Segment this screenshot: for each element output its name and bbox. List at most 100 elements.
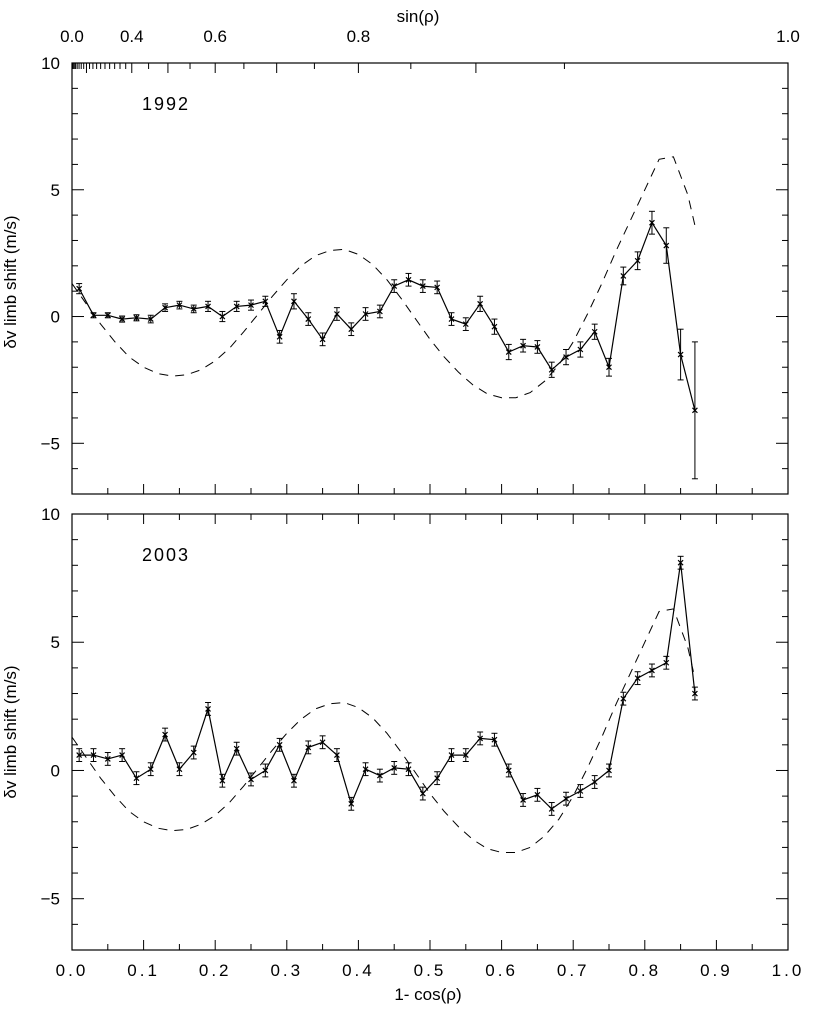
y-tick-label: −5: [41, 890, 60, 909]
data-point: [419, 283, 426, 290]
x-tick-label: 0.6: [485, 961, 518, 980]
data-point: [563, 354, 569, 361]
data-point: [491, 736, 498, 743]
x-tick-label: 0.1: [127, 961, 160, 980]
sin-tick-label: 0.8: [347, 27, 371, 46]
plot-frame: [71, 62, 789, 495]
data-point: [348, 326, 355, 333]
data-point: [90, 752, 97, 759]
data-point: [376, 308, 383, 315]
panel-2003: 0.0 0.1 0.2 0.3 0.4 0.5 0.6 0.7 0.8 0.9 1.0 10 5 0 −5: [41, 505, 802, 980]
data-point: [133, 314, 140, 321]
x-tick-label: 0.2: [199, 961, 232, 980]
x-tick-label: 0.0: [56, 961, 89, 980]
data-point: [147, 316, 154, 322]
data-point: [663, 659, 670, 666]
data-point: [448, 752, 455, 759]
data-point: [233, 303, 240, 310]
data-point: [305, 744, 312, 751]
data-point: [391, 283, 398, 290]
y-tick-label: 0: [51, 761, 60, 780]
panel-1992: 10 5 0 −5: [41, 54, 789, 495]
sin-tick-label: 0.0: [60, 27, 84, 46]
y-tick-label: 0: [51, 308, 60, 327]
data-point: [434, 775, 441, 782]
data-point: [563, 795, 569, 802]
data-point: [634, 675, 641, 682]
data-point: [376, 772, 383, 779]
data-point: [190, 305, 197, 312]
data-point: [333, 752, 340, 759]
sin-tick-label: 0.4: [120, 27, 144, 46]
model-curve-dashed: [71, 156, 696, 399]
panel-year-1992: 1992: [142, 94, 190, 114]
data-point: [620, 273, 627, 279]
data-point: [219, 777, 226, 784]
y-tick-label: −5: [41, 434, 60, 453]
data-point: [76, 285, 83, 292]
data-point: [462, 752, 469, 759]
data-point: [362, 766, 369, 773]
data-point: [477, 300, 484, 307]
data-point: [76, 752, 83, 759]
x-tick-label: 0.3: [270, 961, 303, 980]
y-tick-label: 5: [51, 633, 60, 652]
data-point: [677, 351, 684, 358]
data-point: [219, 313, 226, 320]
model-curve-dashed: [71, 608, 696, 853]
data-point: [147, 766, 154, 773]
data-point: [319, 336, 326, 343]
data-point: [649, 667, 655, 674]
y-tick-label: 10: [41, 505, 60, 524]
top-axis-label: sin(ρ): [397, 7, 440, 26]
data-point: [276, 741, 283, 748]
top-sin-axis: 0.0 0.4 0.6 0.8 1.0: [60, 27, 800, 73]
x-axis-label: 1- cos(ρ): [394, 985, 461, 1004]
data-point: [176, 766, 183, 773]
data-point: [577, 788, 584, 794]
data-point: [205, 303, 211, 310]
data-line: [79, 562, 696, 810]
data-point: [262, 767, 269, 774]
x-tick-label: 0.8: [628, 961, 661, 980]
data-point: [119, 316, 126, 322]
data-point: [462, 321, 469, 328]
data-point: [319, 739, 326, 746]
data-point: [405, 766, 412, 773]
y-axis-label-top: δv limb shift (m/s): [1, 215, 20, 348]
data-point: [691, 690, 698, 697]
data-point: [505, 767, 512, 774]
data-point: [176, 302, 183, 309]
data-point: [348, 800, 355, 807]
sin-tick-label: 0.6: [203, 27, 227, 46]
data-point: [591, 328, 598, 335]
y-axis-label-bottom: δv limb shift (m/s): [1, 665, 20, 798]
data-point: [677, 559, 684, 566]
data-point: [520, 342, 527, 349]
data-point: [448, 316, 455, 322]
data-point: [162, 731, 169, 738]
x-tick-label: 0.9: [700, 961, 733, 980]
data-point: [691, 407, 698, 414]
data-point: [434, 284, 441, 291]
data-point: [362, 311, 369, 317]
x-tick-label: 0.4: [342, 961, 375, 980]
data-point: [333, 311, 340, 317]
data-point: [104, 756, 111, 762]
data-point: [391, 764, 398, 771]
data-point: [577, 346, 584, 353]
data-point: [276, 333, 283, 340]
data-point: [233, 745, 240, 752]
data-point: [634, 257, 641, 264]
data-point: [104, 312, 111, 319]
x-tick-label: 0.5: [414, 961, 447, 980]
data-point: [606, 767, 612, 774]
data-point: [548, 806, 555, 812]
data-point: [205, 705, 211, 712]
data-point: [620, 695, 627, 702]
plot-frame: [71, 513, 789, 951]
data-point: [248, 776, 254, 783]
data-point: [606, 364, 612, 371]
data-point: [520, 797, 527, 803]
data-point: [491, 323, 498, 330]
